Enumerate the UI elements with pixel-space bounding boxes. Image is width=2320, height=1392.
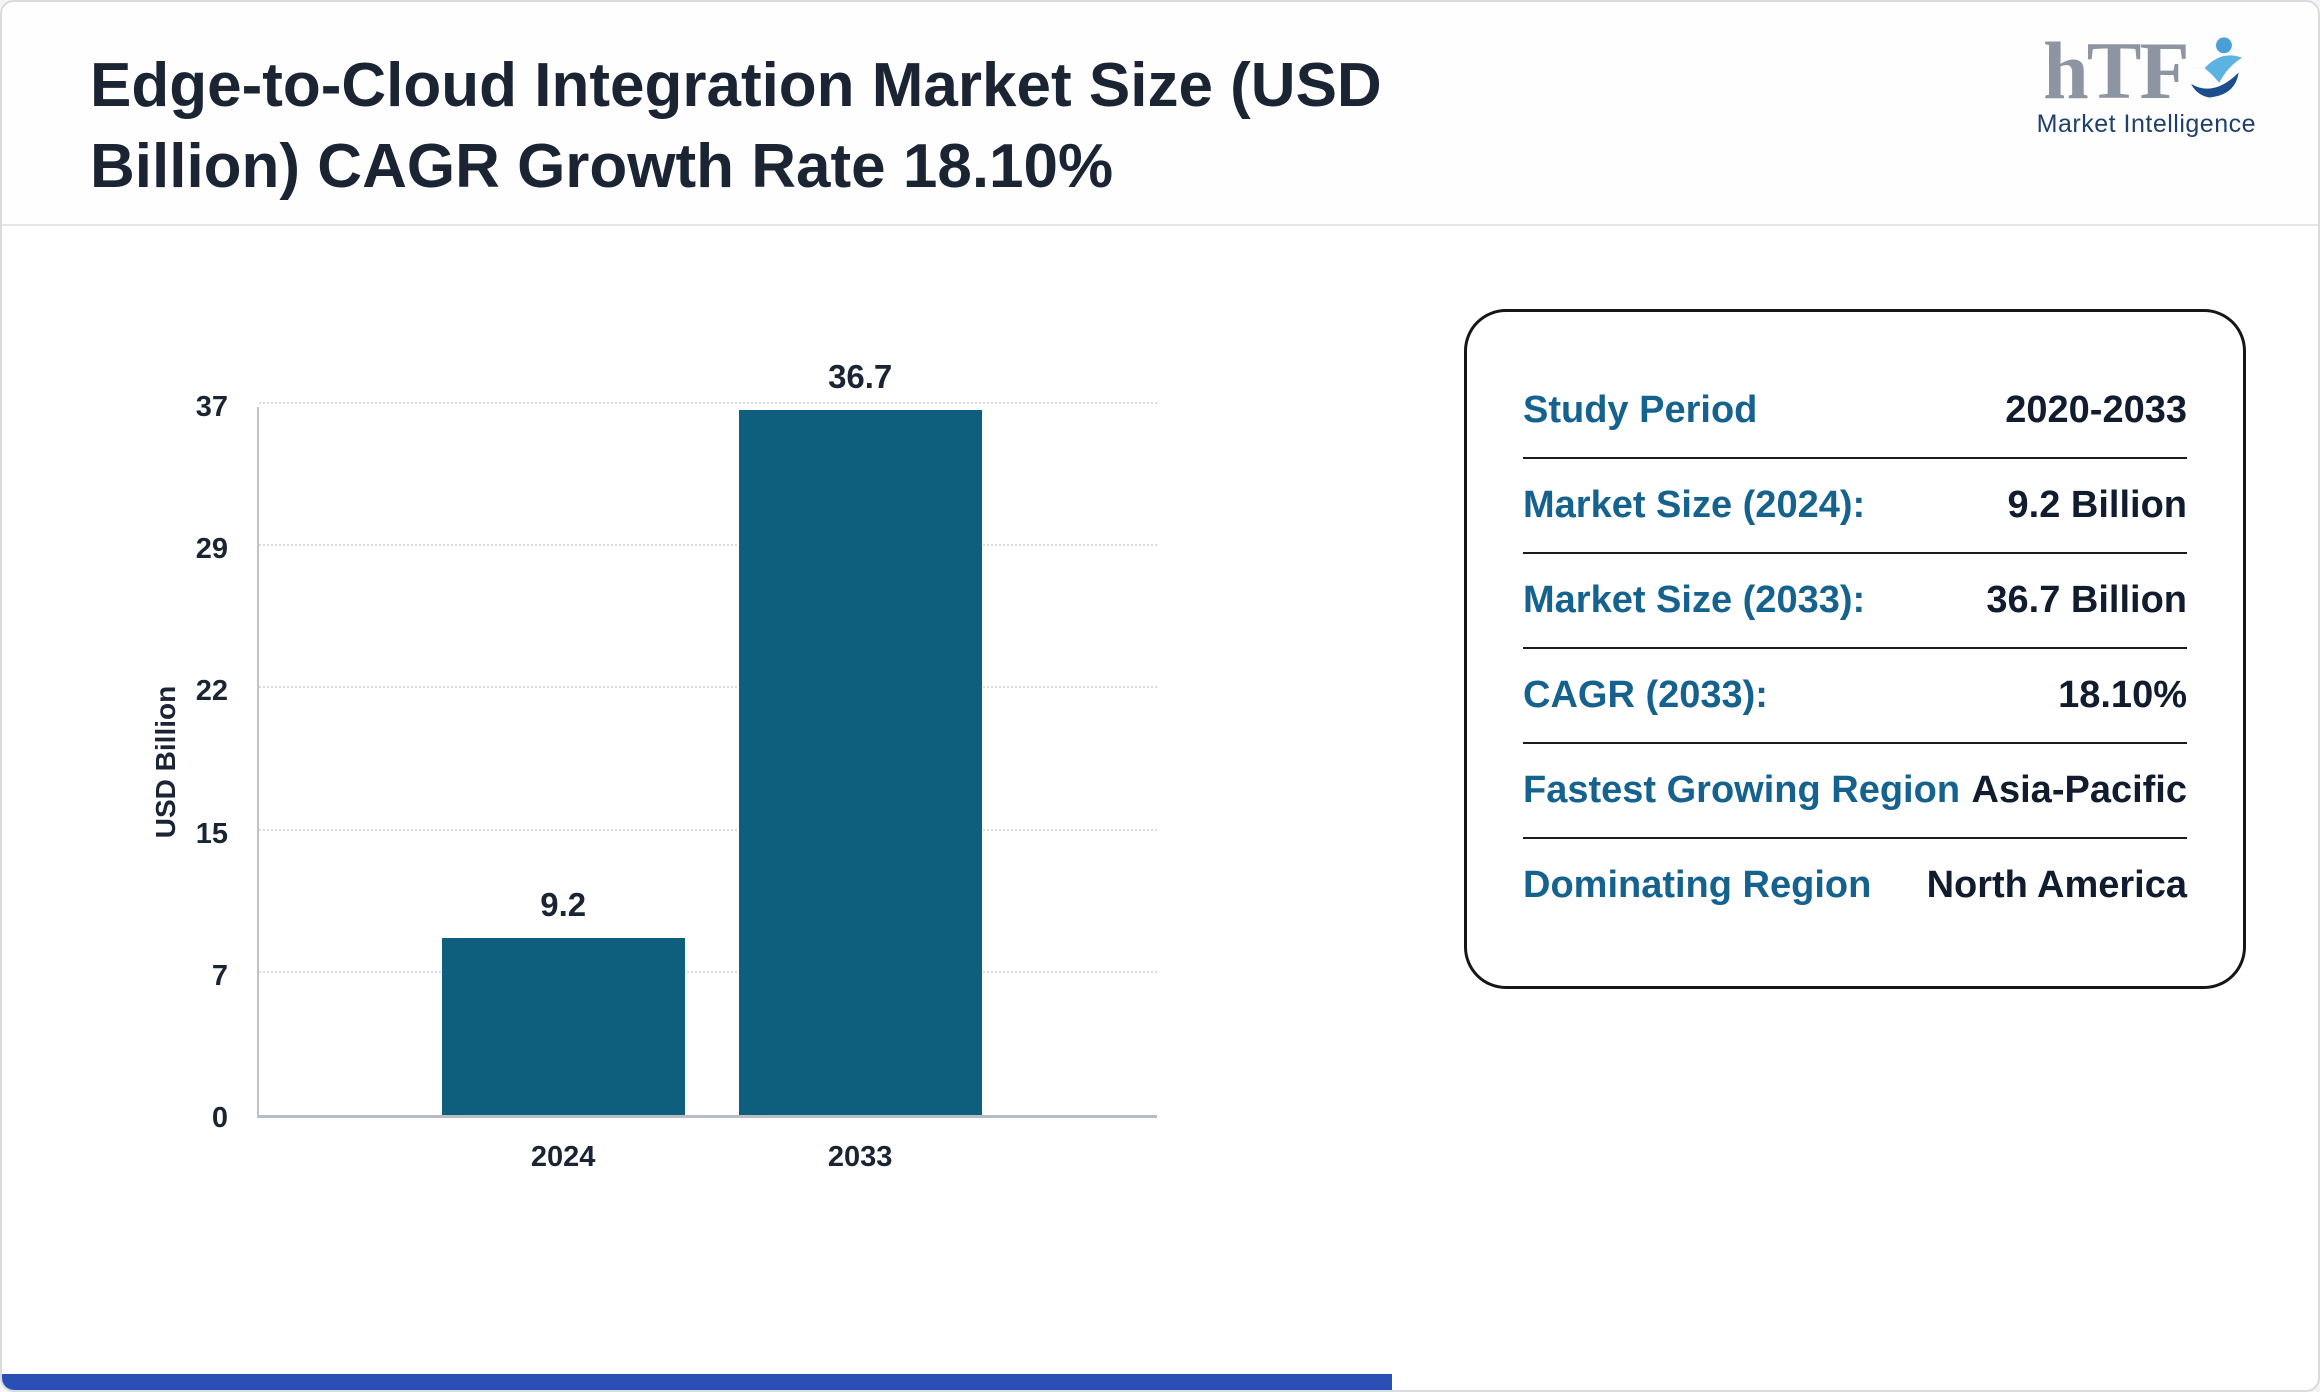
bar-value-label: 36.7: [828, 357, 893, 395]
header-divider: [2, 224, 2318, 226]
summary-row-value: North America: [1926, 864, 2187, 906]
bar-value-label: 9.2: [540, 886, 587, 924]
bar-2024: [441, 938, 685, 1115]
summary-row: Fastest Growing Region Asia-Pacific: [1523, 744, 2187, 839]
header: Edge-to-Cloud Integration Market Size (U…: [2, 2, 2318, 224]
y-tick-label: 7: [211, 959, 228, 992]
summary-row: Market Size (2033): 36.7 Billion: [1523, 554, 2187, 649]
summary-row-label: Market Size (2033):: [1523, 579, 1866, 621]
summary-row-label: CAGR (2033):: [1523, 674, 1768, 716]
logo-subtext: Market Intelligence: [2036, 109, 2256, 138]
summary-row: Market Size (2024): 9.2 Billion: [1523, 459, 2187, 554]
summary-row-label: Dominating Region: [1523, 864, 1872, 906]
logo-text: hTF: [2043, 25, 2189, 116]
gridline: [259, 544, 1157, 547]
y-axis-ticks: 0 7 15 22 29 37: [152, 391, 244, 1134]
summary-card: Study Period 2020-2033 Market Size (2024):…: [1464, 309, 2246, 989]
page-title: Edge-to-Cloud Integration Market Size (U…: [90, 51, 1382, 201]
summary-row-label: Fastest Growing Region: [1523, 769, 1961, 811]
footer-accent-bar: [2, 1374, 1392, 1390]
gridline: [259, 970, 1157, 973]
summary-row-value: 9.2 Billion: [2007, 484, 2187, 526]
gridline: [259, 828, 1157, 831]
y-tick-label: 22: [195, 675, 228, 708]
logo-swoosh-icon: [2182, 34, 2250, 107]
summary-row-value: Asia-Pacific: [1971, 769, 2187, 811]
summary-row-value: 2020-2033: [2005, 389, 2187, 431]
summary-row-label: Study Period: [1523, 389, 1758, 431]
y-tick-label: 0: [211, 1102, 228, 1134]
y-tick-label: 37: [195, 391, 228, 423]
summary-row-value: 18.10%: [2058, 674, 2187, 716]
summary-row: Dominating Region North America: [1523, 839, 2187, 932]
x-tick-label: 2024: [530, 1141, 596, 1173]
x-tick-label: 2033: [827, 1141, 893, 1173]
summary-row-label: Market Size (2024):: [1523, 484, 1866, 526]
summary-row-value: 36.7 Billion: [1986, 579, 2187, 621]
summary-row: Study Period 2020-2033: [1523, 364, 2187, 459]
y-tick-label: 15: [195, 817, 228, 850]
plot-area: 9.2 2024 36.7 2033: [257, 358, 1157, 1173]
bar-chart: USD Billion 0 7 15 22 29 37 9.2 2024 36.7 2033: [150, 358, 1232, 1204]
summary-card-rows: Study Period 2020-2033 Market Size (2024):…: [1523, 364, 2187, 932]
company-logo: hTF Market Intelligence: [2036, 25, 2256, 139]
summary-row: CAGR (2033): 18.10%: [1523, 649, 2187, 744]
gridline: [259, 686, 1157, 689]
bar-2033: [738, 409, 982, 1115]
gridline: [259, 402, 1157, 404]
y-tick-label: 29: [195, 533, 228, 566]
